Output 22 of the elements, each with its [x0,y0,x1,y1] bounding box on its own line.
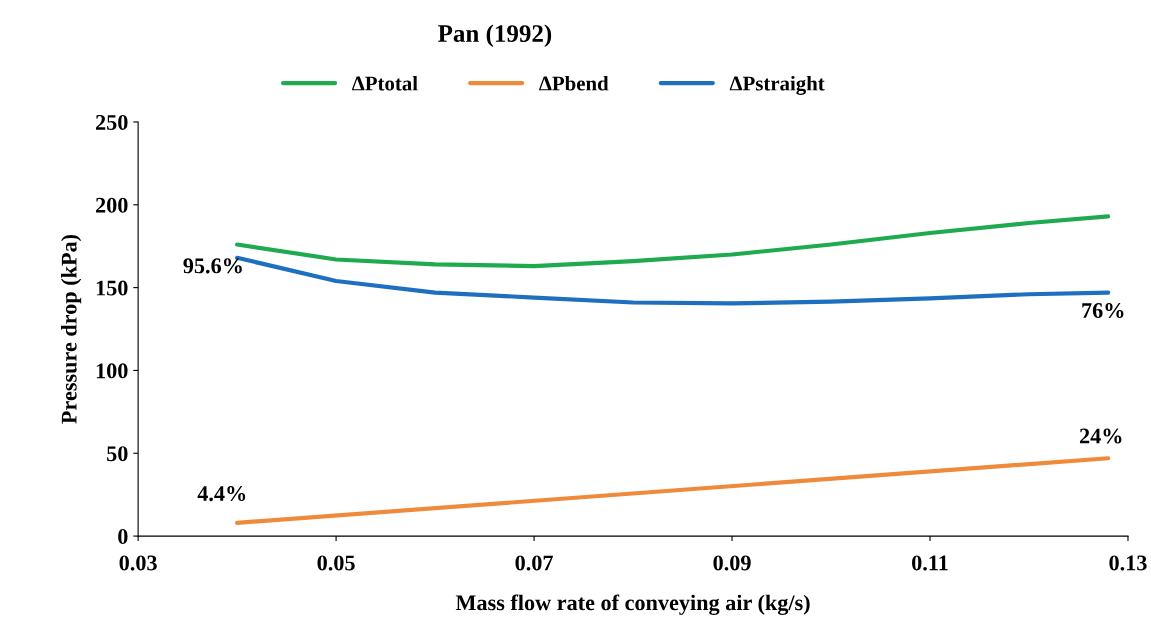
annotation: 95.6% [183,258,242,274]
legend-label: ΔPbend [539,75,609,91]
annotation: 76% [1082,303,1124,319]
y-tick-label: 150 [96,280,128,296]
chart-title: Pan (1992) [438,24,552,48]
y-tick-label: 0 [118,529,128,544]
x-tick-label: 0.05 [317,555,355,571]
x-axis-title: Mass flow rate of conveying air (kg/s) [455,594,810,615]
annotation: 4.4% [197,486,246,502]
y-axis-title: Pressure drop (kPa) [61,234,82,424]
y-tick-label: 50 [107,446,128,462]
x-tick-label: 0.03 [119,555,157,571]
y-tick-label: 100 [96,363,128,379]
x-tick-label: 0.07 [515,555,553,571]
x-tick-label: 0.11 [912,555,948,571]
x-tick-label: 0.13 [1109,555,1147,571]
y-tick-label: 250 [96,114,128,130]
legend-label: ΔPstraight [729,75,825,95]
y-tick-label: 200 [96,197,128,213]
annotation: 24% [1079,428,1122,444]
legend-label: ΔPtotal [352,75,418,91]
x-tick-label: 0.09 [713,555,751,571]
